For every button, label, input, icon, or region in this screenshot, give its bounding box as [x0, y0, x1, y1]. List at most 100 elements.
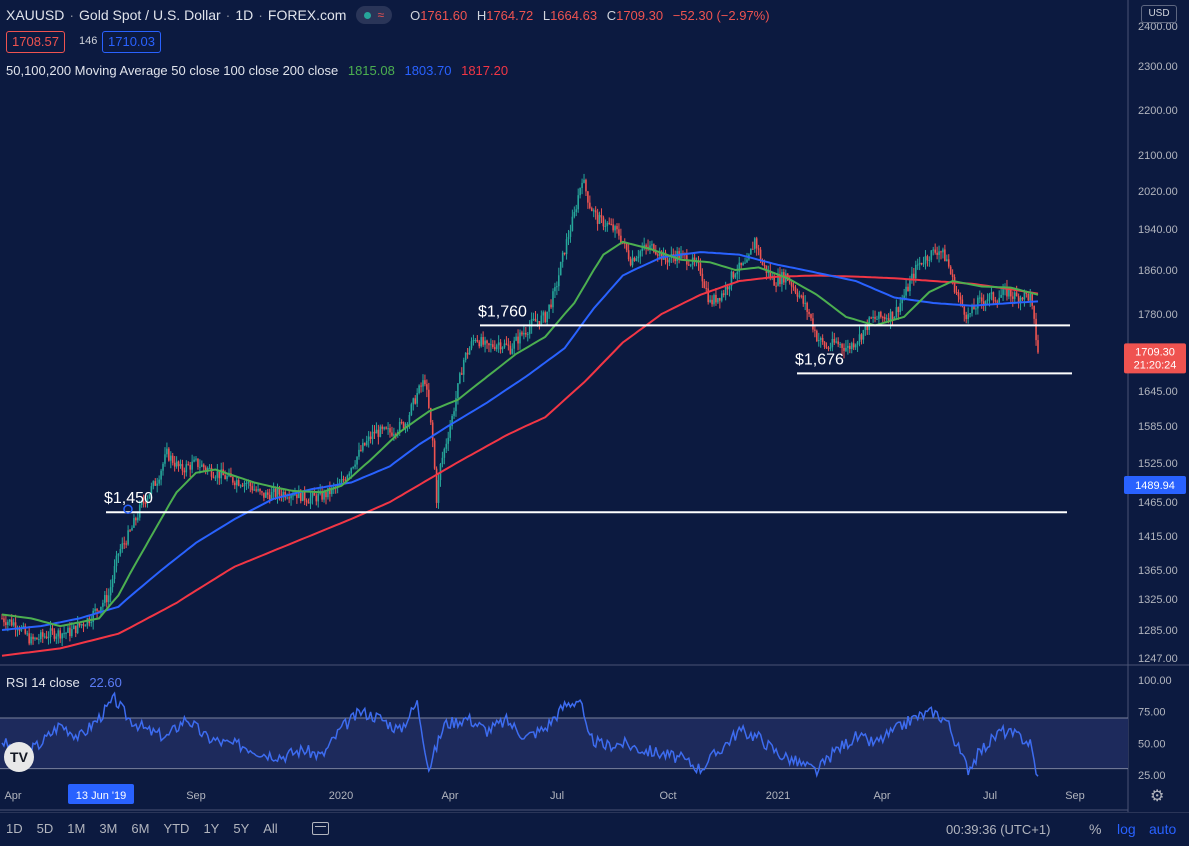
candle-body [872, 316, 874, 318]
candle-body [862, 330, 865, 340]
candle-body [928, 259, 931, 261]
candle-body [606, 222, 609, 226]
rsi-line [1, 691, 1039, 778]
candle-body [195, 458, 197, 460]
gear-icon[interactable]: ⚙ [1150, 788, 1165, 805]
candle-body [424, 380, 426, 385]
candle-body [689, 264, 692, 266]
candle-body [736, 271, 739, 275]
candle-body [544, 312, 547, 323]
candle-body [501, 347, 504, 350]
candle-body [618, 229, 620, 236]
symbol-label[interactable]: XAUUSD [6, 7, 65, 23]
candle-body [274, 488, 277, 497]
candle-body [137, 517, 139, 521]
candle-body [794, 287, 797, 293]
auto-toggle[interactable]: auto [1149, 821, 1177, 837]
sell-price-button[interactable]: 1708.57 [6, 31, 65, 53]
candle-body [299, 490, 302, 502]
candle-body [265, 492, 267, 498]
candle-body [385, 427, 387, 429]
candle-body [404, 424, 407, 429]
candle-body [852, 343, 855, 348]
candle-body [142, 501, 145, 503]
calendar-icon[interactable] [312, 822, 329, 835]
candle-body [166, 448, 168, 455]
y-tick-label: 1860.00 [1138, 265, 1178, 277]
candle-body [255, 489, 257, 491]
market-status-pill[interactable]: ≈ [356, 6, 393, 24]
ma50-line [1, 240, 1039, 628]
support-level-label: $1,676 [795, 351, 844, 368]
candle-body [885, 318, 888, 320]
percent-toggle[interactable]: % [1089, 821, 1102, 837]
candle-body [891, 311, 894, 320]
moving-average-legend[interactable]: 50,100,200 Moving Average 50 close 100 c… [6, 63, 509, 78]
candle-body [216, 471, 219, 478]
candle-body [16, 629, 19, 631]
rsi-value: 22.60 [89, 675, 122, 690]
candle-body [393, 434, 395, 436]
interval-label[interactable]: 1D [235, 7, 254, 23]
currency-button[interactable]: USD [1141, 5, 1177, 23]
candle-body [577, 195, 580, 210]
range-button-all[interactable]: All [263, 821, 278, 836]
candle-body [76, 622, 79, 633]
buy-price-button[interactable]: 1710.03 [102, 31, 161, 53]
candle-body [360, 449, 362, 451]
candle-body [451, 415, 453, 427]
candle-body [449, 426, 451, 438]
range-button-1y[interactable]: 1Y [203, 821, 220, 836]
candle-body [468, 348, 471, 355]
candle-body [41, 632, 44, 637]
candle-body [961, 299, 964, 307]
range-button-1m[interactable]: 1M [67, 821, 86, 836]
line-anchor-icon[interactable] [123, 504, 133, 514]
candle-body [600, 215, 603, 218]
candle-body [509, 345, 512, 354]
candle-body [821, 338, 824, 342]
candle-body [208, 467, 211, 469]
rsi-legend[interactable]: RSI 14 close 22.60 [6, 675, 122, 690]
candle-body [542, 312, 545, 316]
candle-body [369, 436, 372, 439]
candle-body [416, 393, 418, 404]
candle-body [493, 347, 496, 350]
candle-body [135, 518, 137, 521]
candle-body [484, 340, 486, 345]
candle-body [63, 633, 65, 635]
range-button-5y[interactable]: 5Y [233, 821, 250, 836]
y-tick-label: 2300.00 [1138, 61, 1178, 73]
candle-body [596, 212, 599, 224]
candle-body [371, 431, 374, 439]
candle-body [127, 530, 129, 545]
candle-body [383, 427, 385, 429]
candle-body [505, 343, 508, 345]
candle-body [833, 338, 836, 343]
range-button-5d[interactable]: 5D [36, 821, 54, 836]
x-tick-label: 2021 [766, 790, 790, 802]
log-toggle[interactable]: log [1117, 821, 1136, 837]
range-button-3m[interactable]: 3M [99, 821, 118, 836]
candle-body [235, 480, 238, 486]
candle-body [226, 476, 228, 480]
y-tick-label: 1365.00 [1138, 565, 1178, 577]
candle-body [705, 287, 708, 289]
candle-body [608, 222, 611, 225]
candle-body [125, 543, 127, 545]
range-button-ytd[interactable]: YTD [163, 821, 190, 836]
range-button-6m[interactable]: 6M [131, 821, 150, 836]
candle-body [893, 316, 896, 320]
candle-body [656, 254, 659, 256]
candle-body [697, 261, 700, 264]
candle-body [649, 245, 651, 249]
candle-body [365, 440, 368, 446]
range-button-1d[interactable]: 1D [6, 821, 23, 836]
candle-body [462, 359, 465, 375]
candle-body [575, 209, 578, 213]
candle-body [212, 476, 215, 478]
candle-body [296, 494, 298, 499]
candle-body [583, 179, 585, 183]
candle-body [476, 339, 479, 342]
